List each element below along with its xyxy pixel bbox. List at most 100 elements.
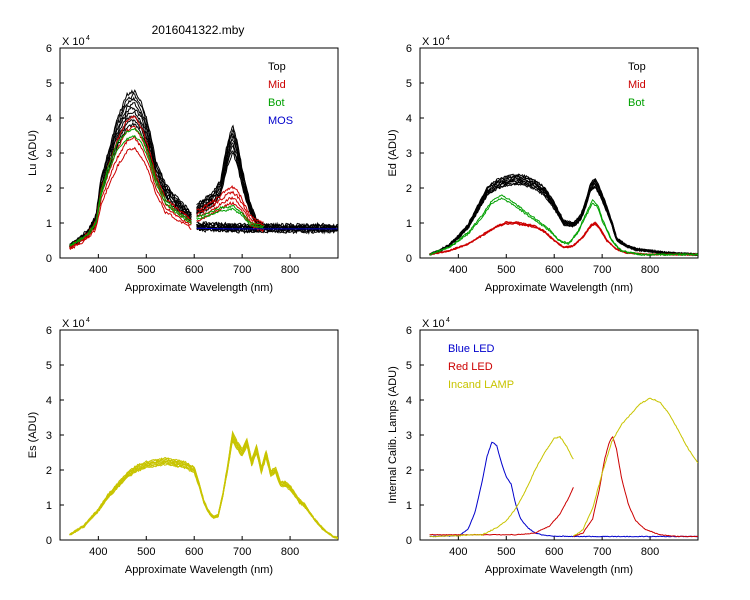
x-tick-label-cal: 700	[593, 546, 611, 558]
series-line-cal-red-led	[573, 435, 698, 538]
legend-entry-lu-mid: Mid	[268, 79, 286, 91]
series-line-ed-top	[429, 177, 698, 256]
series-line-es-es	[69, 438, 338, 540]
legend-entry-cal-incand-lamp: Incand LAMP	[448, 379, 514, 391]
y-axis-label-cal: Internal Calib. Lamps (ADU)	[387, 366, 399, 504]
legend-entry-lu-top: Top	[268, 61, 286, 73]
series-line-ed-top	[429, 181, 698, 257]
y-tick-label-cal: 2	[406, 465, 412, 477]
y-tick-label-ed: 6	[406, 43, 412, 55]
x-tick-label-cal: 500	[497, 546, 515, 558]
x-tick-label-lu: 400	[89, 264, 107, 276]
y-multiplier-es: X 10	[62, 318, 85, 330]
y-tick-label-cal: 5	[406, 360, 412, 372]
figure-title: 2016041322.mby	[152, 23, 245, 37]
series-line-lu-mid	[69, 146, 192, 251]
y-tick-label-es: 4	[46, 395, 52, 407]
series-line-cal-red-led	[429, 487, 574, 536]
series-line-ed-bot	[429, 194, 698, 257]
y-multiplier-lu: X 10	[62, 36, 85, 48]
series-line-lu-top	[69, 114, 192, 247]
y-tick-label-lu: 0	[46, 253, 52, 265]
series-line-es-es	[69, 436, 338, 539]
x-tick-label-es: 800	[281, 546, 299, 558]
series-line-ed-top	[429, 179, 698, 257]
x-tick-label-ed: 600	[545, 264, 563, 276]
x-tick-label-es: 500	[137, 546, 155, 558]
y-tick-label-cal: 1	[406, 500, 412, 512]
y-axis-label-lu: Lu (ADU)	[27, 130, 39, 176]
y-axis-label-es: Es (ADU)	[27, 412, 39, 458]
x-axis-label-ed: Approximate Wavelength (nm)	[485, 282, 633, 294]
series-line-ed-top	[429, 173, 698, 256]
series-line-lu-top	[196, 133, 265, 229]
series-line-es-es	[69, 437, 338, 540]
x-tick-label-ed: 500	[497, 264, 515, 276]
series-line-cal-blue-led	[429, 441, 698, 538]
series-group-ed	[429, 173, 698, 257]
series-group-lu	[69, 89, 338, 251]
legend-entry-cal-blue-led: Blue LED	[448, 343, 495, 355]
y-tick-label-ed: 2	[406, 183, 412, 195]
y-exponent-lu: 4	[86, 35, 90, 42]
x-tick-label-ed: 700	[593, 264, 611, 276]
legend-entry-ed-mid: Mid	[628, 79, 646, 91]
series-line-es-es	[69, 430, 338, 539]
legend-entry-lu-bot: Bot	[268, 97, 285, 109]
x-tick-label-lu: 800	[281, 264, 299, 276]
y-tick-label-ed: 0	[406, 253, 412, 265]
y-exponent-ed: 4	[446, 35, 450, 42]
y-tick-label-lu: 6	[46, 43, 52, 55]
x-tick-label-es: 400	[89, 546, 107, 558]
y-tick-label-lu: 1	[46, 218, 52, 230]
y-tick-label-lu: 2	[46, 183, 52, 195]
legend-entry-ed-bot: Bot	[628, 97, 645, 109]
x-tick-label-cal: 800	[641, 546, 659, 558]
x-tick-label-cal: 400	[449, 546, 467, 558]
plot-frame-es	[59, 329, 339, 541]
x-tick-label-cal: 600	[545, 546, 563, 558]
x-tick-label-lu: 500	[137, 264, 155, 276]
y-tick-label-cal: 6	[406, 325, 412, 337]
series-line-lu-top	[69, 121, 192, 247]
series-line-ed-top	[429, 180, 698, 257]
series-line-es-es	[69, 432, 338, 539]
series-line-lu-mid	[69, 115, 192, 248]
y-tick-label-es: 3	[46, 430, 52, 442]
y-tick-label-ed: 5	[406, 78, 412, 90]
y-tick-label-ed: 3	[406, 148, 412, 160]
x-tick-label-ed: 800	[641, 264, 659, 276]
y-axis-label-ed: Ed (ADU)	[387, 129, 399, 176]
y-exponent-cal: 4	[446, 317, 450, 324]
series-line-cal-incand-lamp	[573, 397, 698, 537]
y-tick-label-es: 2	[46, 465, 52, 477]
series-line-es-es	[69, 434, 338, 540]
y-tick-label-lu: 5	[46, 78, 52, 90]
y-multiplier-ed: X 10	[422, 36, 445, 48]
series-line-lu-mos	[196, 227, 338, 230]
y-tick-label-lu: 4	[46, 113, 52, 125]
series-line-es-es	[69, 439, 338, 539]
plot-frame-ed	[419, 47, 699, 259]
legend-entry-cal-red-led: Red LED	[448, 361, 493, 373]
series-line-lu-top	[69, 89, 192, 246]
y-tick-label-cal: 3	[406, 430, 412, 442]
series-line-lu-mid	[196, 185, 264, 224]
x-axis-label-es: Approximate Wavelength (nm)	[125, 564, 273, 576]
legend-entry-ed-top: Top	[628, 61, 646, 73]
y-tick-label-ed: 4	[406, 113, 412, 125]
x-axis-label-cal: Approximate Wavelength (nm)	[485, 564, 633, 576]
x-tick-label-es: 600	[185, 546, 203, 558]
series-line-cal-incand-lamp	[429, 435, 574, 538]
series-line-lu-bot	[69, 127, 192, 246]
series-line-lu-top	[196, 124, 265, 227]
series-line-lu-bot	[196, 204, 265, 228]
series-line-lu-top	[69, 110, 192, 248]
y-tick-label-lu: 3	[46, 148, 52, 160]
y-tick-label-es: 6	[46, 325, 52, 337]
series-line-lu-bot	[196, 207, 264, 229]
